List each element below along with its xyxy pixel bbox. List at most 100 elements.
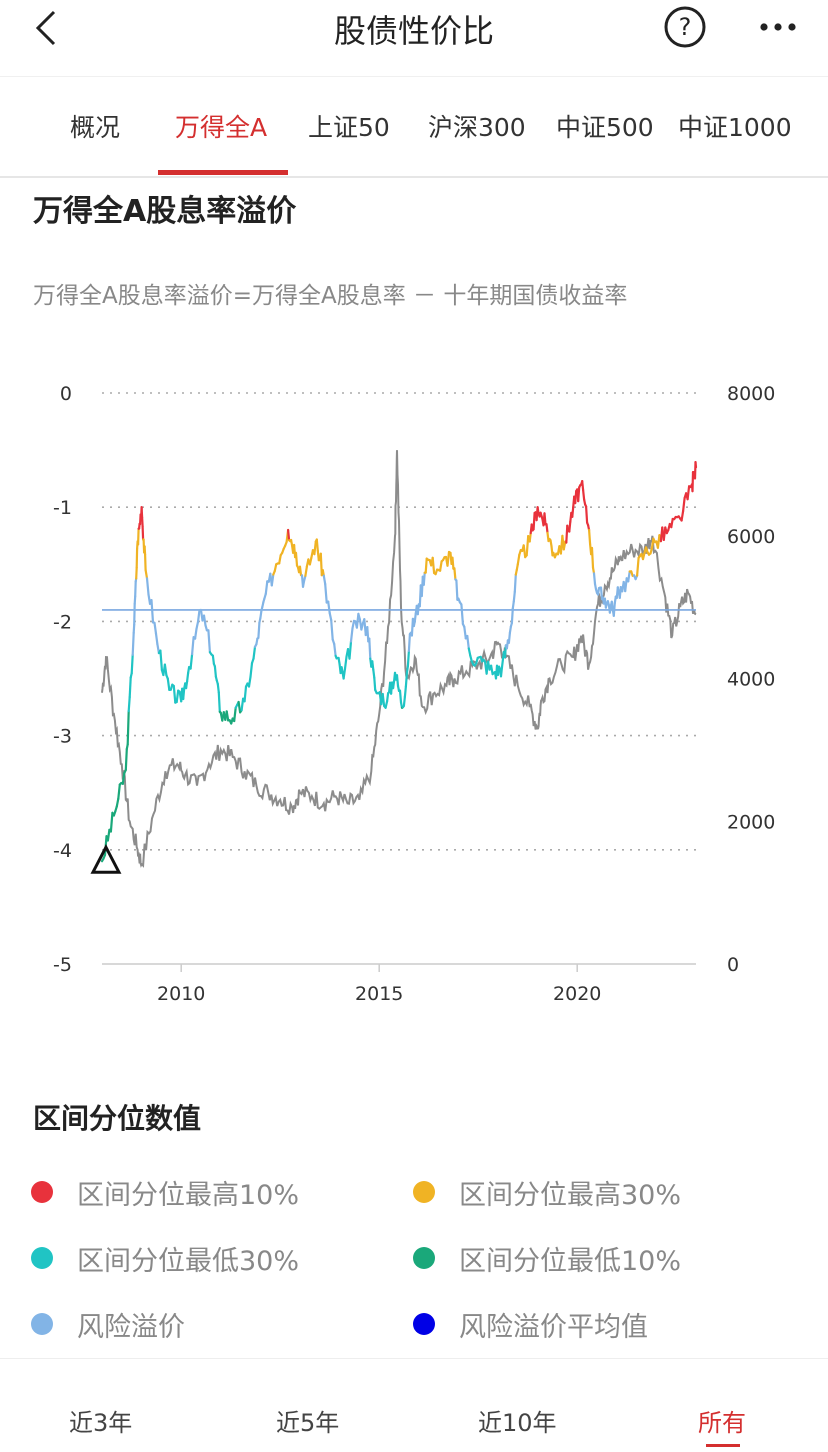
premium-segment	[142, 507, 143, 517]
premium-segment	[146, 570, 147, 578]
legend-item-premium: 风险溢价	[31, 1304, 185, 1344]
premium-segment	[138, 529, 139, 545]
y-left-tick-label: -5	[53, 954, 72, 976]
y-left-tick-label: -2	[53, 611, 72, 633]
premium-segment	[187, 673, 188, 681]
y-left-tick-label: -4	[53, 840, 72, 862]
tab-csi300[interactable]: 沪深300	[428, 108, 526, 144]
period-5y[interactable]: 近5年	[276, 1403, 339, 1438]
premium-segment	[195, 629, 196, 639]
premium-segment	[177, 691, 179, 702]
tab-overview[interactable]: 概况	[70, 108, 120, 144]
y-right-tick-label: 4000	[727, 669, 775, 691]
premium-segment	[251, 663, 253, 677]
legend-title: 区间分位数值	[33, 1097, 201, 1137]
premium-segment	[324, 576, 325, 584]
premium-segment	[383, 694, 384, 706]
legend-item-top10: 区间分位最高10%	[31, 1172, 299, 1212]
premium-segment	[501, 667, 502, 676]
legend-item-premium-average: 风险溢价平均值	[413, 1304, 648, 1344]
premium-segment	[612, 602, 613, 610]
legend-label: 区间分位最低30%	[77, 1239, 299, 1278]
premium-segment	[204, 616, 206, 626]
premium-segment	[453, 558, 454, 569]
premium-segment	[288, 530, 289, 540]
premium-segment	[637, 558, 639, 576]
premium-segment	[467, 636, 469, 649]
tab-sse50[interactable]: 上证50	[308, 108, 390, 144]
premium-segment	[174, 686, 176, 703]
premium-segment	[372, 661, 373, 670]
premium-segment	[454, 568, 455, 579]
premium-segment	[132, 655, 133, 674]
premium-segment	[589, 530, 590, 544]
x-tick-label: 2015	[355, 983, 403, 1005]
period-all[interactable]: 所有	[698, 1403, 746, 1438]
premium-segment	[456, 581, 457, 600]
premium-segment	[502, 659, 503, 667]
premium-segment	[111, 813, 113, 832]
premium-segment	[369, 639, 370, 659]
premium-segment	[461, 605, 463, 625]
premium-segment	[583, 490, 584, 499]
premium-segment	[156, 634, 157, 645]
premium-segment	[408, 651, 409, 666]
premium-segment	[266, 581, 268, 594]
tab-csi500[interactable]: 中证500	[556, 108, 654, 144]
premium-segment	[696, 462, 697, 467]
premium-segment	[135, 582, 136, 597]
premium-segment	[118, 785, 120, 799]
premium-segment	[147, 578, 149, 594]
premium-segment	[374, 678, 375, 690]
premium-segment	[350, 642, 352, 659]
help-icon[interactable]: ?	[664, 6, 706, 48]
premium-segment	[325, 584, 327, 602]
premium-segment	[582, 481, 583, 490]
premium-segment	[314, 542, 315, 555]
premium-segment	[334, 644, 335, 656]
period-10y[interactable]: 近10年	[478, 1403, 557, 1438]
premium-segment	[133, 633, 134, 655]
premium-segment	[373, 670, 374, 678]
premium-segment	[514, 592, 515, 602]
premium-segment	[397, 675, 398, 686]
legend-label: 区间分位最低10%	[459, 1239, 681, 1278]
premium-segment	[160, 651, 162, 670]
legend-label: 区间分位最高10%	[77, 1173, 299, 1212]
y-right-tick-label: 2000	[727, 811, 775, 833]
premium-segment	[198, 610, 200, 622]
premium-segment	[208, 630, 210, 652]
period-3y[interactable]: 近3年	[69, 1403, 132, 1438]
premium-segment	[130, 678, 131, 698]
legend-dot-icon	[31, 1313, 53, 1335]
premium-segment	[406, 673, 407, 686]
premium-segment	[108, 830, 110, 841]
premium-segment	[143, 526, 144, 539]
premium-segment	[300, 567, 301, 575]
premium-segment	[234, 708, 236, 721]
premium-segment	[152, 600, 154, 622]
premium-segment	[126, 749, 127, 770]
section-title: 万得全A股息率溢价	[33, 186, 296, 230]
tab-wind-all-a[interactable]: 万得全A	[175, 108, 267, 144]
premium-segment	[400, 691, 401, 703]
premium-segment	[328, 602, 330, 613]
premium-segment	[272, 575, 274, 586]
premium-segment	[136, 568, 137, 579]
premium-segment	[614, 603, 615, 616]
svg-text:?: ?	[679, 13, 692, 41]
premium-segment	[331, 620, 333, 639]
premium-segment	[317, 540, 318, 551]
premium-segment	[129, 697, 130, 711]
tab-csi1000[interactable]: 中证1000	[678, 108, 792, 144]
legend-label: 风险溢价平均值	[459, 1305, 648, 1344]
legend-item-low10: 区间分位最低10%	[413, 1238, 681, 1278]
premium-segment	[586, 507, 587, 523]
legend-dot-icon	[31, 1247, 53, 1269]
premium-segment	[464, 627, 466, 639]
premium-segment	[524, 545, 526, 557]
more-icon[interactable]	[756, 10, 800, 44]
premium-segment	[279, 555, 281, 563]
